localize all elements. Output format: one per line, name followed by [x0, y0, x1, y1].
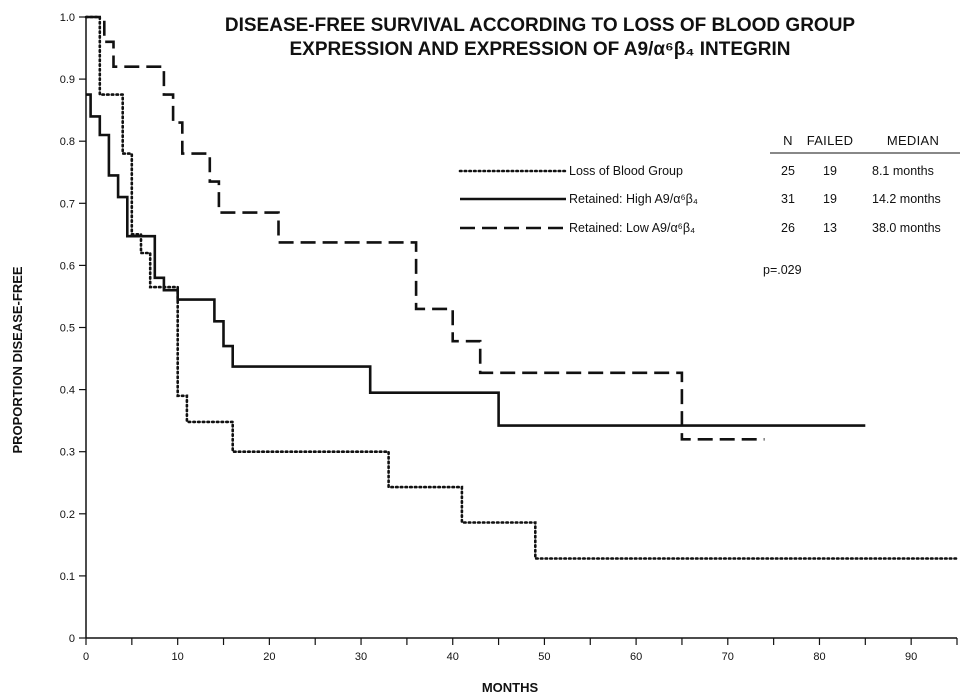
summary-table: N FAILED MEDIAN 25 19 8.1 months 31 19 1…	[770, 133, 960, 235]
table-cell: 31	[781, 192, 795, 206]
table-cell: 13	[823, 221, 837, 235]
table-cell: 25	[781, 164, 795, 178]
legend: Loss of Blood Group Retained: High A9/α⁶β…	[458, 164, 698, 235]
table-header-failed: FAILED	[807, 133, 854, 148]
series-line-dashed	[86, 15, 765, 441]
x-tick-label: 20	[263, 651, 275, 663]
table-cell: 8.1 months	[872, 164, 934, 178]
y-tick-label: 0.4	[60, 385, 75, 397]
table-cell: 26	[781, 221, 795, 235]
x-tick-label: 40	[447, 651, 459, 663]
x-tick-label: 0	[83, 651, 89, 663]
y-tick-label: 0.3	[60, 447, 75, 459]
y-tick-label: 0	[69, 633, 75, 645]
x-tick-label: 50	[538, 651, 550, 663]
y-tick-label: 0.5	[60, 323, 75, 335]
x-tick-label: 80	[813, 651, 825, 663]
x-tick-label: 10	[172, 651, 184, 663]
series-lines	[84, 15, 959, 560]
table-cell: 14.2 months	[872, 192, 941, 206]
y-axis-title: PROPORTION DISEASE-FREE	[10, 266, 25, 453]
y-tick-label: 1.0	[60, 12, 75, 24]
table-header-n: N	[783, 133, 793, 148]
legend-label: Retained: Low A9/α⁶β₄	[569, 221, 695, 235]
table-header-median: MEDIAN	[887, 133, 939, 148]
y-tick-label: 0.7	[60, 198, 75, 210]
chart-title-line-2: EXPRESSION AND EXPRESSION OF A9/α⁶β₄ INT…	[289, 39, 790, 60]
table-cell: 19	[823, 192, 837, 206]
p-value-annotation: p=.029	[763, 263, 802, 277]
legend-label: Loss of Blood Group	[569, 164, 683, 178]
y-tick-label: 0.8	[60, 136, 75, 148]
table-cell: 38.0 months	[872, 221, 941, 235]
x-axis-title: MONTHS	[482, 680, 539, 695]
chart-title-line-1: DISEASE-FREE SURVIVAL ACCORDING TO LOSS …	[225, 15, 856, 36]
x-tick-label: 60	[630, 651, 642, 663]
x-tick-label: 90	[905, 651, 917, 663]
axes: 0 0.1 0.2 0.3 0.4 0.5 0.6 0.7 0.8 0.9 1.0 0 10 20 30 40…	[60, 12, 958, 663]
series-line-dotted	[84, 15, 959, 560]
y-tick-label: 0.2	[60, 509, 75, 521]
y-tick-label: 0.9	[60, 74, 75, 86]
y-tick-label: 0.6	[60, 260, 75, 272]
legend-label: Retained: High A9/α⁶β₄	[569, 192, 698, 206]
series-line-solid	[86, 93, 866, 427]
table-cell: 19	[823, 164, 837, 178]
x-tick-label: 30	[355, 651, 367, 663]
y-tick-label: 0.1	[60, 571, 75, 583]
x-tick-label: 70	[722, 651, 734, 663]
